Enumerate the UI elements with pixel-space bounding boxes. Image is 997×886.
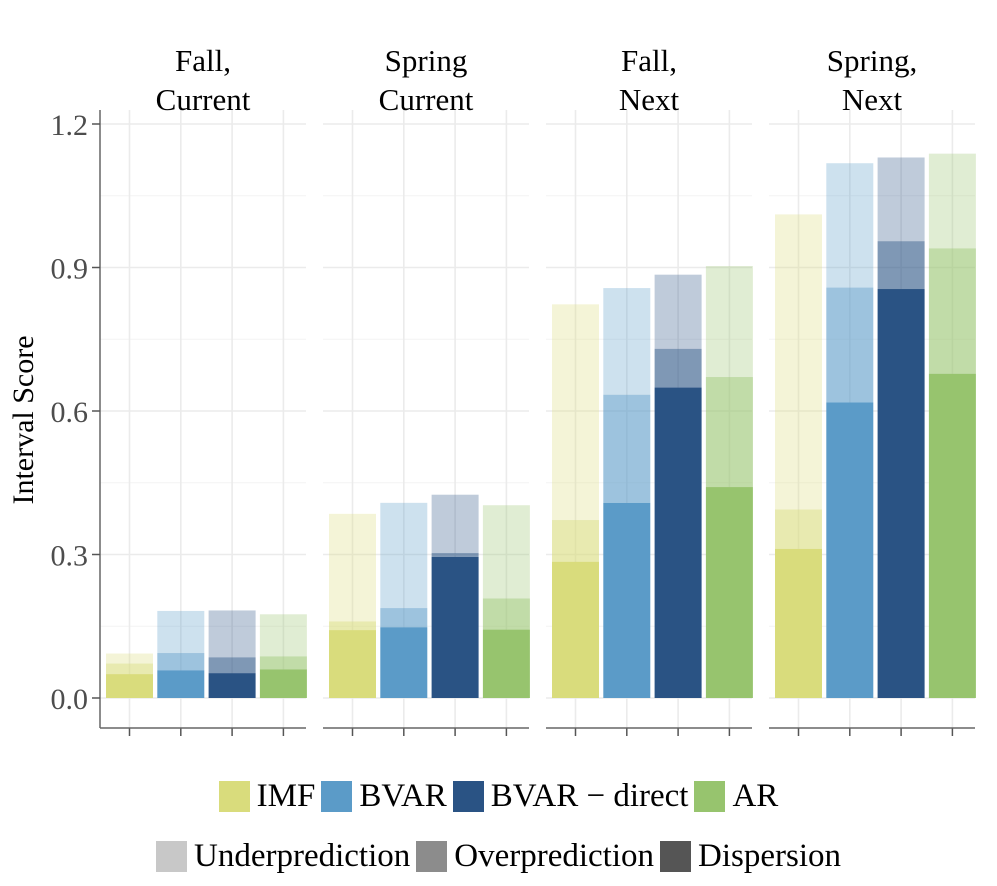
facet-panel: Fall, Current [100,43,307,736]
y-axis-title: Interval Score [7,335,40,504]
bar-bvar-dispersion [826,402,874,698]
y-tick-label: 0.6 [51,396,89,429]
legend-swatch-overprediction [416,840,448,872]
y-axis: 0.0 0.3 0.6 0.9 1.2 [51,109,101,728]
legend-swatch-bvar [321,780,353,812]
bar-imf-overprediction [329,621,376,631]
y-tick-label: 0.0 [51,683,89,716]
bar-ar-overprediction [928,248,976,374]
bar-imf-dispersion [106,674,153,698]
legend-label-imf: IMF [256,777,316,814]
bar-bvar-underprediction [380,502,428,609]
legend-swatch-underprediction [155,840,187,872]
bar-ar-overprediction [259,656,307,670]
bar-bvar-direct-overprediction [877,241,925,290]
model-legend: IMF BVAR BVAR − direct AR [0,772,997,820]
bar-bvar-direct-underprediction [208,610,256,658]
bar-imf-underprediction [775,214,822,510]
facet-panels: Fall,CurrentSpringCurrentFall,NextSpring… [100,43,976,736]
bar-imf-overprediction [552,520,599,562]
y-tick-label: 0.3 [51,540,89,573]
bar-bvar-underprediction [157,610,205,654]
facet-title-line1: Spring [385,43,468,78]
facet-title-line1: Fall, [621,43,677,78]
legend-label-overprediction: Overprediction [454,837,655,874]
legend-item-underprediction: Underprediction [155,837,411,875]
bar-imf-dispersion [775,548,822,698]
bar-ar-dispersion [259,669,307,698]
legend-label-bvar: BVAR [359,777,447,814]
legend-item-imf: IMF [218,777,316,815]
legend-item-bvar-direct: BVAR − direct [452,777,689,815]
bar-bvar-dispersion [157,670,205,698]
component-legend: Underprediction Overprediction Dispersio… [0,832,997,880]
facet-title-line2: Current [379,82,474,117]
bar-bvar-underprediction [826,163,874,288]
facet-title-line1: Fall, [175,43,231,78]
bar-bvar-dispersion [603,502,651,698]
facet-panel: Fall, Next [546,43,753,736]
legend-label-underprediction: Underprediction [193,837,411,874]
bar-bvar-direct-overprediction [654,348,702,388]
bar-bvar-direct-overprediction [208,657,256,674]
legend-swatch-dispersion [660,840,692,872]
bar-imf-dispersion [329,630,376,698]
legend-label-bvar-direct: BVAR − direct [490,777,689,814]
bar-ar-underprediction [705,266,753,378]
bar-bvar-direct-dispersion [654,387,702,698]
facet-panel: Spring Current [323,43,530,736]
legend-item-ar: AR [694,778,778,815]
legend-item-dispersion: Dispersion [660,838,841,875]
y-tick-label: 0.9 [51,253,89,286]
bar-bvar-direct-dispersion [208,673,256,698]
bar-bvar-overprediction [603,394,651,503]
facet-title-line1: Spring, [827,43,917,78]
bar-bvar-dispersion [380,627,428,698]
bar-imf-overprediction [106,663,153,675]
bar-imf-underprediction [329,513,376,622]
bar-ar-dispersion [928,373,976,698]
bar-imf-underprediction [552,304,599,521]
legend-item-overprediction: Overprediction [416,838,654,875]
bar-ar-underprediction [259,614,307,657]
bar-bvar-direct-underprediction [431,494,479,554]
legend-item-bvar: BVAR [321,777,447,815]
bar-ar-overprediction [705,377,753,488]
bar-bvar-direct-dispersion [877,289,925,698]
bar-ar-dispersion [705,487,753,698]
bar-imf-dispersion [552,561,599,698]
legend-swatch-ar [694,780,726,812]
bar-imf-underprediction [106,653,153,664]
bar-bvar-direct-dispersion [431,556,479,698]
facet-title-line2: Current [156,82,251,117]
facet-panel: Spring, Next [769,43,976,736]
legend-swatch-imf [218,780,250,812]
bar-ar-underprediction [482,505,530,599]
legend-label-dispersion: Dispersion [698,837,842,874]
bar-imf-overprediction [775,509,822,549]
bar-bvar-direct-overprediction [431,553,479,557]
bar-ar-dispersion [482,629,530,698]
bar-ar-overprediction [482,598,530,630]
legend-swatch-bvar-direct [452,780,484,812]
legend-label-ar: AR [732,777,779,814]
y-tick-label: 1.2 [51,109,89,142]
facet-title-line2: Next [619,82,680,117]
bar-bvar-underprediction [603,288,651,395]
bar-bvar-direct-underprediction [877,157,925,242]
bar-bvar-overprediction [380,608,428,628]
interval-score-chart: Interval Score Fall, Current Spring Current… [7,43,976,736]
facet-title-line2: Next [842,82,903,117]
bar-ar-underprediction [928,153,976,249]
bar-bvar-overprediction [826,287,874,403]
bar-bvar-direct-underprediction [654,274,702,349]
bar-bvar-overprediction [157,653,205,671]
